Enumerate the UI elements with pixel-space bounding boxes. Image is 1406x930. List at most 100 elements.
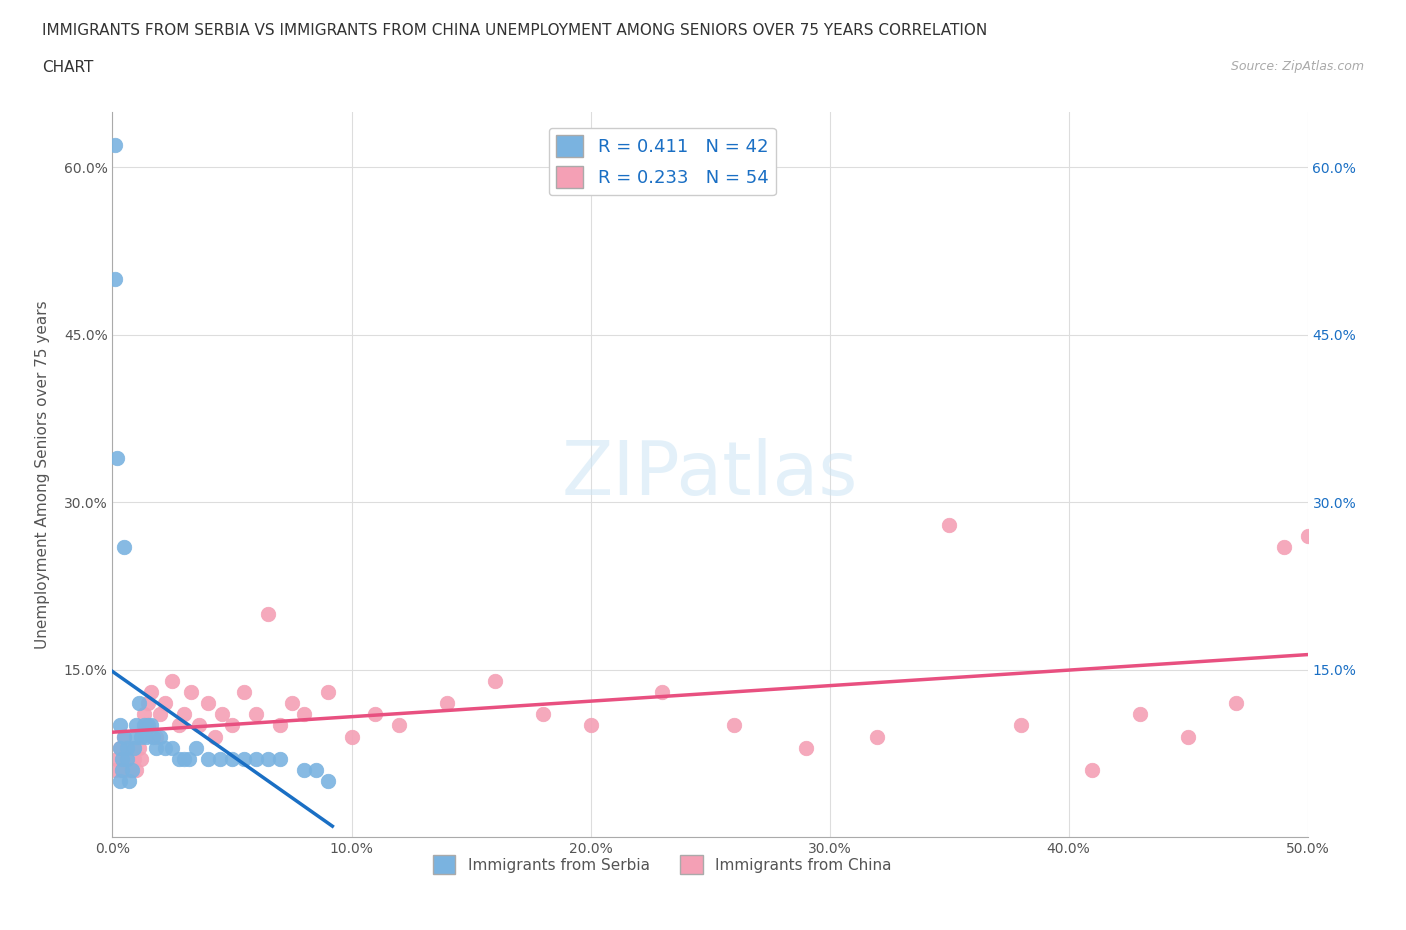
Point — [142, 729, 165, 744]
Point — [245, 707, 267, 722]
Point — [114, 729, 135, 744]
Point — [187, 718, 209, 733]
Point — [221, 718, 243, 733]
Point — [138, 696, 160, 711]
Point — [138, 718, 160, 733]
Point — [364, 707, 387, 722]
Point — [111, 763, 134, 777]
Text: CHART: CHART — [42, 60, 94, 75]
Point — [257, 751, 280, 766]
Point — [121, 763, 143, 777]
Point — [153, 696, 176, 711]
Point — [292, 763, 315, 777]
Point — [135, 718, 157, 733]
Point — [938, 517, 960, 532]
Point — [292, 707, 315, 722]
Point — [121, 740, 143, 755]
Point — [1296, 528, 1319, 543]
Point — [128, 740, 150, 755]
Point — [108, 740, 131, 755]
Point — [197, 751, 219, 766]
Point — [316, 684, 339, 699]
Point — [204, 729, 226, 744]
Point — [1177, 729, 1199, 744]
Point — [1010, 718, 1032, 733]
Text: IMMIGRANTS FROM SERBIA VS IMMIGRANTS FROM CHINA UNEMPLOYMENT AMONG SENIORS OVER : IMMIGRANTS FROM SERBIA VS IMMIGRANTS FRO… — [42, 23, 987, 38]
Point — [139, 684, 162, 699]
Y-axis label: Unemployment Among Seniors over 75 years: Unemployment Among Seniors over 75 years — [35, 300, 49, 648]
Point — [108, 718, 131, 733]
Point — [104, 138, 127, 153]
Point — [115, 751, 138, 766]
Point — [531, 707, 554, 722]
Point — [108, 740, 131, 755]
Point — [153, 740, 176, 755]
Point — [269, 751, 291, 766]
Point — [340, 729, 363, 744]
Point — [579, 718, 602, 733]
Point — [149, 707, 172, 722]
Point — [125, 718, 148, 733]
Point — [305, 763, 328, 777]
Point — [1081, 763, 1104, 777]
Point — [484, 673, 506, 688]
Point — [866, 729, 889, 744]
Point — [388, 718, 411, 733]
Point — [114, 539, 135, 554]
Point — [723, 718, 745, 733]
Point — [233, 684, 256, 699]
Point — [651, 684, 673, 699]
Point — [129, 729, 152, 744]
Point — [111, 751, 134, 766]
Point — [209, 751, 232, 766]
Text: ZIPatlas: ZIPatlas — [562, 438, 858, 511]
Legend: Immigrants from Serbia, Immigrants from China: Immigrants from Serbia, Immigrants from … — [426, 849, 898, 880]
Point — [115, 740, 138, 755]
Point — [186, 740, 208, 755]
Point — [1272, 539, 1295, 554]
Point — [105, 751, 128, 766]
Point — [245, 751, 267, 766]
Point — [162, 673, 183, 688]
Point — [1225, 696, 1247, 711]
Point — [125, 729, 148, 744]
Point — [197, 696, 219, 711]
Point — [128, 696, 150, 711]
Point — [149, 729, 172, 744]
Point — [169, 751, 191, 766]
Point — [221, 751, 243, 766]
Point — [104, 763, 127, 777]
Point — [115, 751, 138, 766]
Point — [211, 707, 233, 722]
Point — [281, 696, 304, 711]
Point — [233, 751, 256, 766]
Point — [125, 763, 148, 777]
Point — [173, 751, 195, 766]
Point — [180, 684, 202, 699]
Point — [173, 707, 195, 722]
Point — [118, 774, 141, 789]
Point — [139, 718, 162, 733]
Point — [129, 751, 152, 766]
Point — [169, 718, 191, 733]
Point — [177, 751, 200, 766]
Point — [135, 729, 157, 744]
Point — [162, 740, 183, 755]
Point — [436, 696, 458, 711]
Point — [316, 774, 339, 789]
Point — [132, 718, 155, 733]
Point — [1129, 707, 1152, 722]
Point — [132, 707, 155, 722]
Point — [269, 718, 291, 733]
Point — [104, 272, 127, 286]
Point — [118, 763, 141, 777]
Point — [122, 751, 145, 766]
Point — [145, 729, 167, 744]
Point — [794, 740, 817, 755]
Point — [257, 606, 280, 621]
Point — [145, 740, 167, 755]
Text: Source: ZipAtlas.com: Source: ZipAtlas.com — [1230, 60, 1364, 73]
Point — [105, 450, 128, 465]
Point — [111, 763, 134, 777]
Point — [114, 729, 135, 744]
